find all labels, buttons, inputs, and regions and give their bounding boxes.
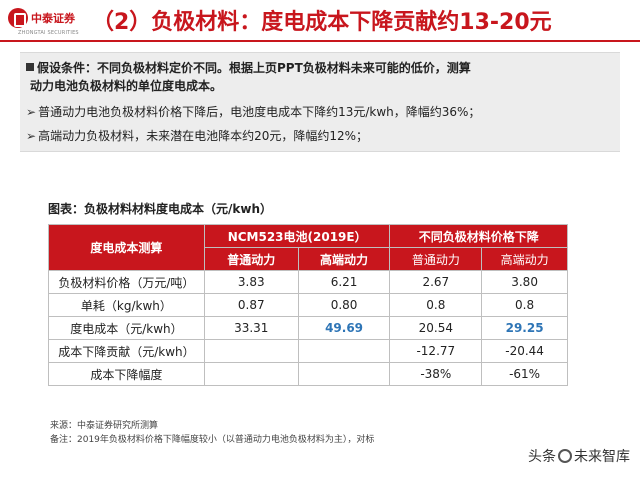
table-caption: 图表：负极材料材料度电成本（元/kwh） [48, 202, 272, 216]
row-label: 成本下降贡献（元/kwh） [48, 339, 205, 363]
group-header-price-drop: 不同负极材料价格下降 [389, 224, 568, 248]
subheader-cell: 高端动力 [481, 247, 568, 271]
table-cell: -20.44 [481, 339, 568, 363]
table-cell: 0.80 [297, 293, 391, 317]
table-cell: 3.83 [203, 270, 299, 294]
row-label: 负极材料价格（万元/吨） [48, 270, 205, 294]
arrow-bullet-icon: ➢ [26, 105, 37, 119]
subheader-cell: 普通动力 [389, 247, 483, 271]
highlight-cell: 49.69 [297, 316, 391, 340]
assumption-line-2: 动力电池负极材料的单位度电成本。 [30, 79, 223, 93]
table-cell: -61% [481, 362, 568, 386]
table-cell [203, 362, 299, 386]
logo-text: 中泰证券 [31, 12, 75, 25]
table-row: 成本下降幅度 -38% -61% [48, 362, 568, 386]
table-cell: -38% [389, 362, 483, 386]
logo-mark-icon [8, 8, 28, 28]
highlight-cell: 29.25 [481, 316, 568, 340]
square-bullet-icon [26, 63, 34, 71]
arrow-bullet-icon: ➢ [26, 129, 37, 143]
table-row: 单耗（kg/kwh） 0.87 0.80 0.8 0.8 [48, 293, 568, 317]
assumption-text-4: 高端动力负极材料，未来潜在电池降本约20元，降幅约12%； [38, 129, 369, 143]
table-cell: -12.77 [389, 339, 483, 363]
assumption-line-3: ➢ 普通动力电池负极材料价格下降后，电池度电成本下降约13元/kwh，降幅约36%… [26, 103, 480, 121]
table-cell: 3.80 [481, 270, 568, 294]
table-cell: 6.21 [297, 270, 391, 294]
table-row: 成本下降贡献（元/kwh） -12.77 -20.44 [48, 339, 568, 363]
table-row: 负极材料价格（万元/吨） 3.83 6.21 2.67 3.80 [48, 270, 568, 294]
row-label: 单耗（kg/kwh） [48, 293, 205, 317]
watermark-name: 未来智库 [574, 449, 630, 465]
assumption-text-3: 普通动力电池负极材料价格下降后，电池度电成本下降约13元/kwh，降幅约36%； [38, 105, 481, 119]
table-cell [297, 339, 391, 363]
source-note: 来源：中泰证券研究所测算 [50, 421, 159, 431]
table-cell: 20.54 [389, 316, 483, 340]
logo-subtext: ZHONGTAI SECURITIES [18, 30, 79, 36]
table-corner-header: 度电成本测算 [48, 224, 205, 271]
row-label: 度电成本（元/kwh） [48, 316, 205, 340]
table-header-row: 度电成本测算 NCM523电池(2019E） 不同负极材料价格下降 [48, 224, 568, 271]
table-cell: 33.31 [203, 316, 299, 340]
table-row: 度电成本（元/kwh） 33.31 49.69 20.54 29.25 [48, 316, 568, 340]
table-cell: 0.87 [203, 293, 299, 317]
table-cell [297, 362, 391, 386]
subheader-cell: 普通动力 [203, 247, 299, 271]
remark-note: 备注：2019年负极材料价格下降幅度较小（以普通动力电池负极材料为主），对标 [50, 435, 375, 445]
table-cell [203, 339, 299, 363]
assumption-text-1: 假设条件：不同负极材料定价不同。根据上页PPT负极材料未来可能的低价，测算 [37, 61, 471, 75]
table-subheader-row: 普通动力 高端动力 普通动力 高端动力 [49, 247, 568, 271]
watermark-prefix: 头条 [528, 449, 556, 465]
assumption-line-1: 假设条件：不同负极材料定价不同。根据上页PPT负极材料未来可能的低价，测算 [26, 59, 471, 77]
company-logo: 中泰证券 ZHONGTAI SECURITIES [8, 8, 79, 42]
cost-table: 度电成本测算 NCM523电池(2019E） 不同负极材料价格下降 普通动力 高… [48, 224, 568, 386]
title-divider [0, 40, 640, 42]
watermark: 头条 未来智库 [528, 446, 630, 466]
table-cell: 2.67 [389, 270, 483, 294]
table-cell: 0.8 [389, 293, 483, 317]
row-label: 成本下降幅度 [48, 362, 205, 386]
subheader-cell: 高端动力 [297, 247, 391, 271]
table-cell: 0.8 [481, 293, 568, 317]
group-header-ncm523: NCM523电池(2019E） [203, 224, 391, 248]
assumption-line-4: ➢ 高端动力负极材料，未来潜在电池降本约20元，降幅约12%； [26, 127, 368, 145]
page-title: （2）负极材料：度电成本下降贡献约13-20元 [92, 10, 552, 35]
assumptions-box: 假设条件：不同负极材料定价不同。根据上页PPT负极材料未来可能的低价，测算 动力… [20, 52, 620, 152]
watermark-icon [558, 449, 572, 463]
